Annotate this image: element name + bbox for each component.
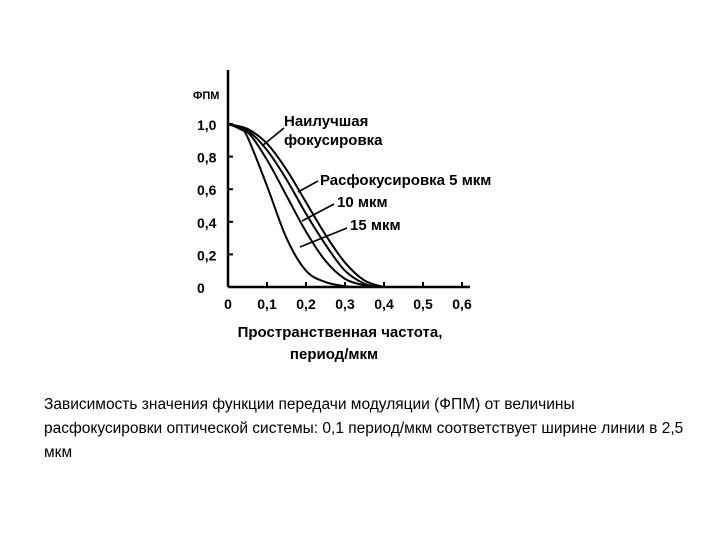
y-tick-label: 0 bbox=[197, 280, 205, 296]
mtf-curve-1 bbox=[227, 123, 381, 288]
x-tick-label: 0,6 bbox=[452, 296, 472, 312]
annotation-label-2: 10 мкм bbox=[337, 194, 388, 211]
y-tick-label: 0,4 bbox=[197, 215, 217, 231]
y-tick-label: 0,6 bbox=[197, 182, 217, 198]
mtf-curve-3 bbox=[227, 123, 357, 288]
x-axis-label-line1: Пространственная частота, bbox=[238, 324, 443, 341]
figure-caption: Зависимость значения функции передачи мо… bbox=[44, 396, 684, 461]
x-tick-label: 0,1 bbox=[257, 296, 277, 312]
annotation-label-1: Расфокусировка 5 мкм bbox=[320, 172, 491, 189]
annotation-leader-0 bbox=[261, 127, 285, 147]
mtf-curve-0 bbox=[227, 123, 385, 288]
x-tick-label: 0 bbox=[224, 296, 232, 312]
mtf-chart: ФПМ 0 0,2 0,4 0,6 0,8 1,0 0 0,1 0,2 0,3 0,4 0,5 0,6 Пр… bbox=[193, 70, 491, 363]
annotation-leader-3 bbox=[299, 227, 348, 248]
x-axis-label-line2: период/мкм bbox=[290, 346, 378, 363]
x-tick-label: 0,5 bbox=[413, 296, 433, 312]
y-tick-label: 0,2 bbox=[197, 247, 217, 263]
annotation-label-0: фокусировка bbox=[284, 132, 383, 149]
y-tick-label: 1,0 bbox=[197, 117, 217, 133]
annotation-leader-2 bbox=[301, 203, 335, 222]
annotation-leader-1 bbox=[297, 180, 319, 193]
x-tick-label: 0,2 bbox=[296, 296, 316, 312]
y-axis-label: ФПМ bbox=[193, 90, 219, 102]
x-tick-label: 0,4 bbox=[374, 296, 394, 312]
y-tick-label: 0,8 bbox=[197, 150, 217, 166]
mtf-curve-2 bbox=[227, 123, 377, 288]
annotation-label-3: 15 мкм bbox=[350, 217, 401, 234]
x-tick-label: 0,3 bbox=[335, 296, 355, 312]
annotation-label-0: Наилучшая bbox=[284, 113, 368, 130]
